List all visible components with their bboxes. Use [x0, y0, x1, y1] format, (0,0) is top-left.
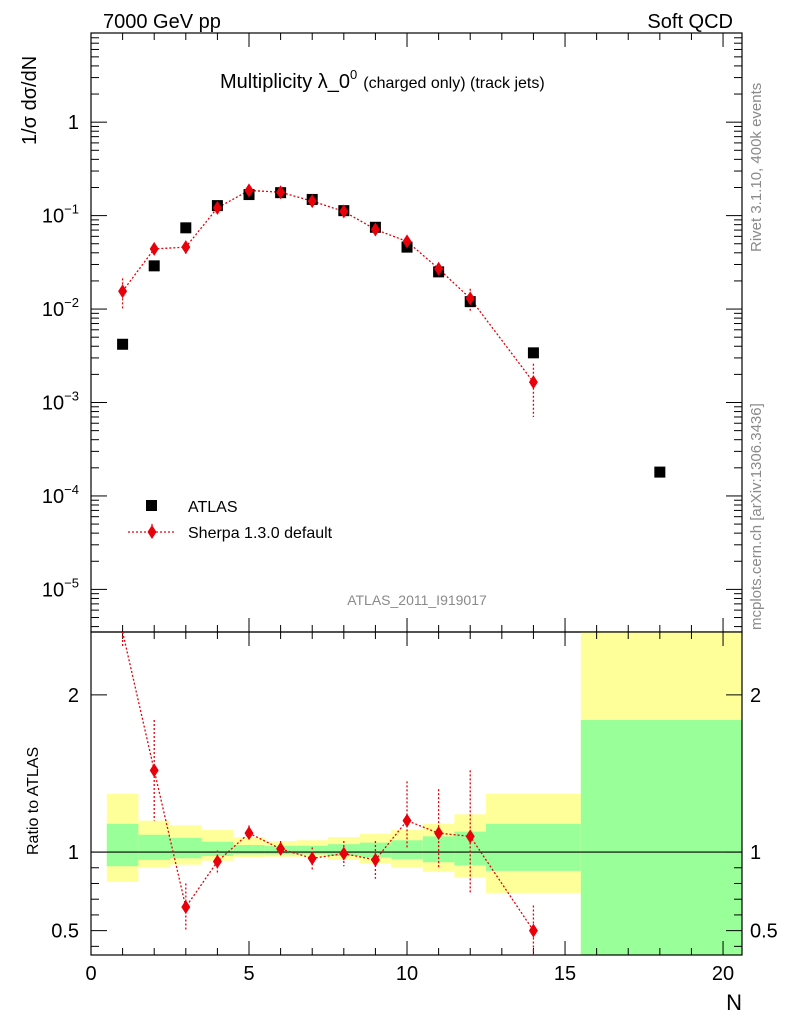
atlas-marker: [180, 222, 192, 234]
ratio-band-inner: [138, 834, 171, 860]
sherpa-marker: [339, 204, 349, 219]
analysis-id: ATLAS_2011_I919017: [347, 592, 487, 608]
main-ylabel: 1/σ dσ/dN: [19, 56, 41, 145]
ratio-frame: [90, 631, 743, 956]
mcplots-label: mcplots.cern.ch [arXiv:1306.3436]: [748, 403, 765, 630]
y-tick-exponent: −2: [64, 295, 79, 310]
atlas-marker: [148, 260, 160, 272]
ratio-sherpa-marker: [244, 826, 254, 841]
ratio-y-tick-label: 1: [68, 842, 79, 864]
sherpa-line: [122, 189, 534, 383]
atlas-marker: [117, 338, 129, 350]
ratio-band-inner: [296, 845, 329, 855]
x-tick-label: 10: [396, 963, 418, 985]
ratio-band-inner: [201, 841, 234, 856]
ratio-sherpa-line: [121, 632, 534, 931]
y-tick-label: 10−3: [42, 389, 79, 415]
y-tick-label: 10−5: [42, 575, 79, 601]
y-tick-exponent: −5: [64, 575, 79, 590]
chart-title-sup: 0: [350, 67, 357, 82]
ratio-y-tick-label-right: 0.5: [750, 921, 778, 943]
ratio-band-inner: [580, 720, 742, 955]
sherpa-marker: [181, 240, 191, 255]
ratio-sherpa-marker: [276, 841, 286, 856]
main-frame: [90, 32, 743, 633]
legend-sherpa-label: Sherpa 1.3.0 default: [188, 525, 333, 542]
ratio-series-group: [121, 632, 538, 955]
legend-atlas-marker: [146, 500, 157, 511]
ratio-sherpa-marker: [465, 829, 475, 844]
chart-title-main: Multiplicity λ_0: [220, 71, 350, 93]
sherpa-marker: [276, 185, 286, 200]
atlas-marker: [654, 466, 666, 478]
sherpa-marker: [307, 194, 317, 209]
sherpa-marker: [465, 291, 475, 306]
energy-label: 7000 GeV pp: [103, 11, 221, 33]
ratio-y-tick-label-right: 2: [750, 685, 761, 707]
sherpa-marker: [370, 222, 380, 237]
ratio-sherpa-marker: [181, 900, 191, 915]
ratio-band-inner: [106, 823, 139, 867]
ratio-sherpa-marker: [402, 813, 412, 828]
ratio-ylabel: Ratio to ATLAS: [25, 747, 42, 855]
y-tick-label: 1: [68, 112, 79, 134]
y-tick-mantissa: 10: [42, 299, 64, 321]
sherpa-marker: [212, 200, 222, 215]
sherpa-marker: [244, 183, 254, 198]
x-tick-label: 15: [554, 963, 576, 985]
ratio-band-inner: [170, 837, 202, 859]
ratio-sherpa-marker: [370, 852, 380, 867]
ratio-y-tick-label-right: 1: [750, 842, 761, 864]
y-tick-label: 10−1: [42, 202, 79, 228]
ratio-sherpa-marker: [149, 763, 159, 778]
rivet-label: Rivet 3.1.10, 400k events: [748, 83, 765, 252]
ratio-plot: 0 5 10 15 20 0.5 0.5 1 1 2 2: [51, 631, 778, 985]
ratio-band-inner: [391, 840, 423, 860]
y-tick-exponent: −3: [64, 389, 79, 404]
main-plot: 110−110−210−310−410−5: [42, 32, 743, 633]
chart-title: Multiplicity λ_00 (charged only) (track j…: [220, 67, 545, 93]
sherpa-marker: [149, 241, 159, 256]
x-tick-label: 20: [712, 963, 734, 985]
sherpa-marker: [528, 375, 538, 390]
ratio-band-inner: [486, 823, 581, 871]
y-tick-exponent: −1: [64, 202, 79, 217]
legend-sherpa-marker: [147, 525, 157, 539]
ratio-sherpa-marker: [339, 846, 349, 861]
ratio-y-tick-label: 0.5: [51, 921, 79, 943]
ratio-band-inner: [233, 844, 265, 855]
ratio-sherpa-marker: [434, 826, 444, 841]
ratio-sherpa-marker: [212, 854, 222, 869]
y-tick-mantissa: 10: [42, 486, 64, 508]
sherpa-marker: [434, 261, 444, 276]
sherpa-marker: [118, 284, 128, 299]
process-label: Soft QCD: [647, 11, 733, 33]
y-tick-label: 10−2: [42, 295, 79, 321]
ratio-sherpa-marker: [528, 923, 538, 938]
y-tick-mantissa: 10: [42, 393, 64, 415]
y-tick-mantissa: 10: [42, 206, 64, 228]
ratio-y-tick-label: 2: [68, 685, 79, 707]
y-tick-mantissa: 10: [42, 579, 64, 601]
atlas-marker: [527, 347, 539, 359]
legend-atlas-label: ATLAS: [188, 499, 238, 516]
ratio-sherpa-marker: [307, 851, 317, 866]
y-tick-label: 10−4: [42, 482, 79, 508]
sherpa-marker: [402, 234, 412, 249]
y-tick-exponent: −4: [64, 482, 79, 497]
legend: ATLAS Sherpa 1.3.0 default: [128, 499, 333, 542]
ratio-xlabel: N: [726, 990, 742, 1015]
x-tick-label: 5: [243, 963, 254, 985]
x-tick-label: 0: [85, 963, 96, 985]
chart-title-small: (charged only) (track jets): [363, 75, 544, 92]
